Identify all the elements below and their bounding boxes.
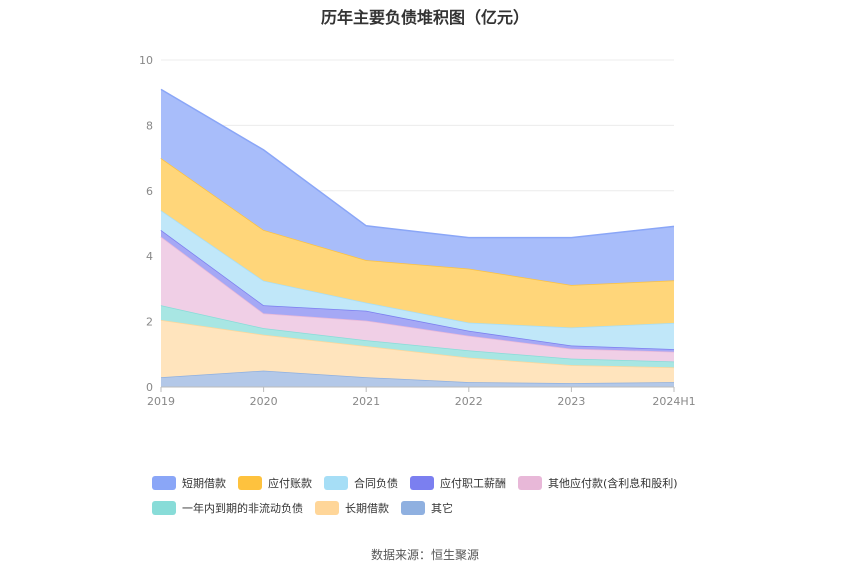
- x-tick-label: 2021: [352, 395, 380, 408]
- legend-swatch: [401, 501, 425, 515]
- legend-swatch: [152, 501, 176, 515]
- area-series: [161, 305, 674, 368]
- legend-label: 其它: [431, 502, 453, 515]
- area-series-line: [160, 88, 675, 239]
- area-series: [161, 210, 674, 350]
- legend-item[interactable]: 其它: [401, 500, 453, 516]
- legend-row: 短期借款 应付账款 合同负债 应付职工薪酬 其他应付款(含利息和股利): [152, 472, 752, 494]
- area-series: [161, 236, 674, 362]
- legend-label: 短期借款: [182, 477, 226, 490]
- area-series: [161, 158, 674, 328]
- y-tick-label: 4: [146, 250, 153, 263]
- legend-item[interactable]: 应付账款: [238, 475, 312, 491]
- legend-swatch: [324, 476, 348, 490]
- legend-item[interactable]: 一年内到期的非流动负债: [152, 500, 303, 516]
- legend-swatch: [518, 476, 542, 490]
- legend-item[interactable]: 合同负债: [324, 475, 398, 491]
- legend-label: 应付职工薪酬: [440, 477, 506, 490]
- legend-item[interactable]: 长期借款: [315, 500, 389, 516]
- legend-label: 应付账款: [268, 477, 312, 490]
- chart-title: 历年主要负债堆积图（亿元）: [320, 8, 529, 27]
- y-tick-label: 6: [146, 185, 153, 198]
- legend-item[interactable]: 应付职工薪酬: [410, 475, 506, 491]
- x-tick-label: 2020: [250, 395, 278, 408]
- legend-row: 一年内到期的非流动负债 长期借款 其它: [152, 497, 752, 519]
- y-tick-label: 8: [146, 119, 153, 132]
- legend-label: 合同负债: [354, 477, 398, 490]
- stacked-area-chart: 0 2 4 6 8 10 2019 2020 2021 2022 2023 2024H1: [139, 54, 696, 408]
- legend-swatch: [152, 476, 176, 490]
- legend-swatch: [410, 476, 434, 490]
- legend-label: 长期借款: [345, 502, 389, 515]
- legend-label: 其他应付款(含利息和股利): [548, 477, 678, 490]
- y-tick-label: 0: [146, 381, 153, 394]
- x-tick-label: 2023: [557, 395, 585, 408]
- x-tick-label: 2019: [147, 395, 175, 408]
- source-note: 数据来源：恒生聚源: [370, 548, 479, 562]
- legend-label: 一年内到期的非流动负债: [182, 502, 303, 515]
- legend-swatch: [238, 476, 262, 490]
- area-series: [161, 320, 674, 384]
- area-series: [161, 89, 674, 286]
- legend-swatch: [315, 501, 339, 515]
- area-series: [161, 230, 674, 352]
- y-tick-label: 10: [139, 54, 153, 67]
- y-tick-label: 2: [146, 316, 153, 329]
- chart-legend: 短期借款 应付账款 合同负债 应付职工薪酬 其他应付款(含利息和股利) 一年内到期的非流…: [152, 472, 752, 522]
- x-tick-label: 2022: [455, 395, 483, 408]
- legend-item[interactable]: 其他应付款(含利息和股利): [518, 475, 678, 491]
- x-tick-label: 2024H1: [652, 395, 695, 408]
- legend-item[interactable]: 短期借款: [152, 475, 226, 491]
